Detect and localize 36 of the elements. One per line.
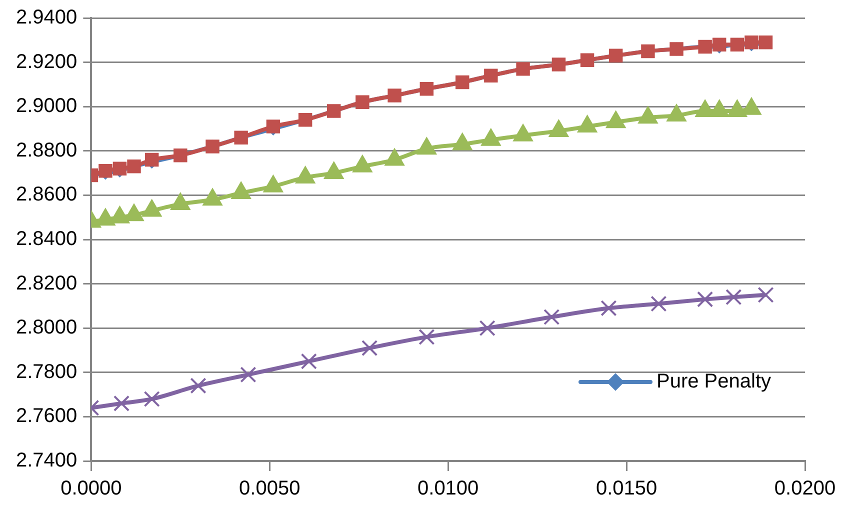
point <box>144 152 159 167</box>
y-tick-label: 2.7800 <box>16 360 78 383</box>
x-tick-label: 0.0050 <box>239 478 300 500</box>
point <box>361 340 378 356</box>
y-tick-label: 2.9400 <box>16 6 78 29</box>
y-tick-label: 2.7600 <box>16 405 78 428</box>
point <box>758 286 774 303</box>
point <box>98 164 112 178</box>
point <box>144 390 160 408</box>
point <box>190 378 206 394</box>
point <box>418 328 435 346</box>
point <box>112 162 127 176</box>
point <box>696 291 714 308</box>
x-tick-label: 0.0200 <box>774 478 836 500</box>
point <box>300 353 317 370</box>
y-tick-label: 2.8000 <box>16 316 78 339</box>
point <box>113 395 130 412</box>
y-tick-label: 2.9200 <box>16 50 78 73</box>
point <box>650 296 667 312</box>
point <box>712 38 726 52</box>
x-tick-label: 0.0150 <box>596 478 658 500</box>
y-tick-label: 2.8600 <box>16 184 78 206</box>
y-tick-label: 2.8200 <box>16 272 78 294</box>
point <box>479 320 496 336</box>
x-tick-label: 0.0100 <box>418 478 479 500</box>
y-tick-label: 2.8400 <box>16 228 78 250</box>
y-tick-label: 2.8800 <box>16 139 78 162</box>
point <box>544 308 560 326</box>
legend-label: Pure Penalty <box>656 370 772 393</box>
point <box>240 366 256 383</box>
y-tick-label: 2.7400 <box>16 450 78 472</box>
point <box>726 289 742 306</box>
y-tick-label: 2.9000 <box>16 95 78 118</box>
x-tick-label: 0.0000 <box>60 478 122 500</box>
point <box>600 300 617 316</box>
point <box>266 120 280 134</box>
